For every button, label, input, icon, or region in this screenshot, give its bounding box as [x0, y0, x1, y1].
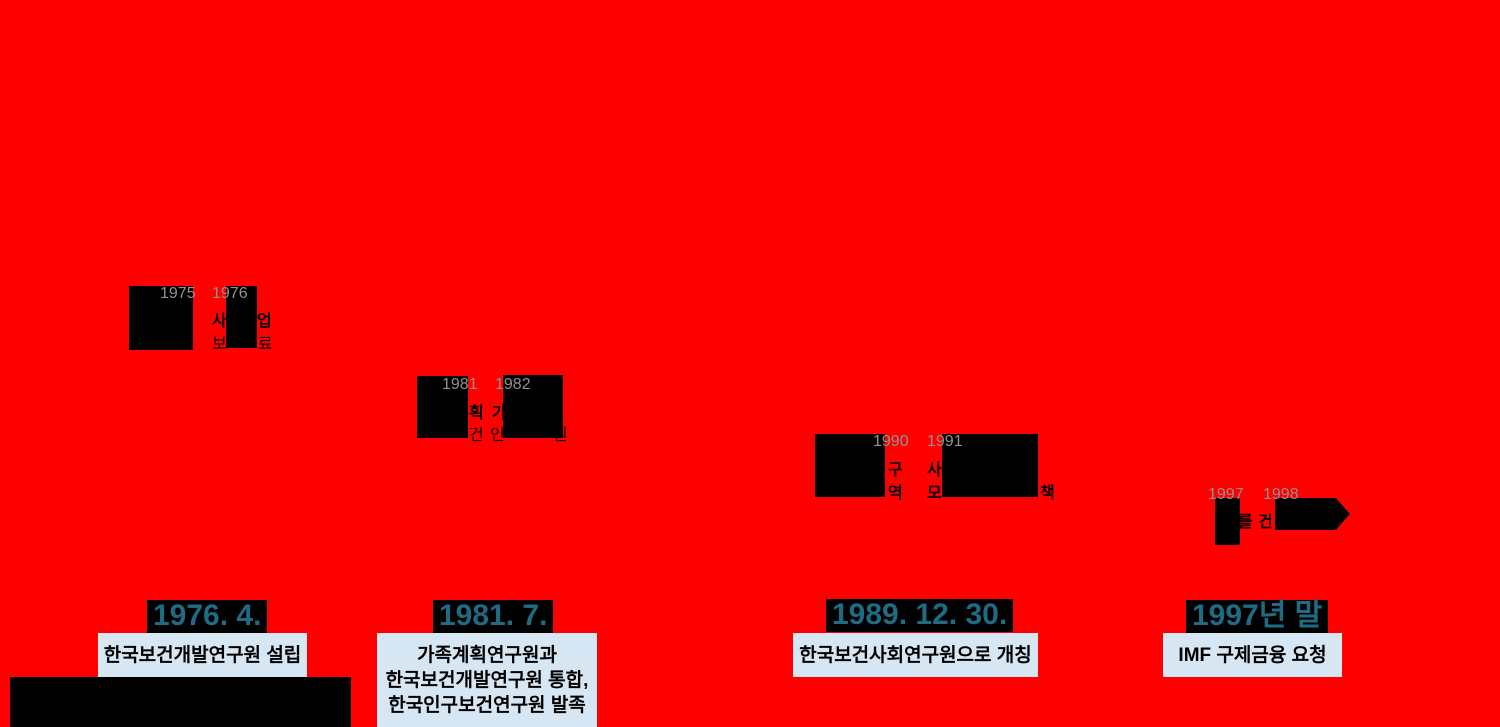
redaction-box-bottom [10, 677, 351, 727]
event-text-fragment: 료 [258, 336, 273, 353]
event-text-fragment: 구 [888, 462, 903, 479]
milestone-label-line: IMF 구제금융 요청 [1178, 644, 1327, 666]
year-label: 1990 [873, 433, 909, 450]
redaction-box [417, 376, 468, 438]
redaction-box [942, 434, 1038, 497]
milestone-label: 한국보건개발연구원 설립 [98, 633, 307, 677]
event-text-fragment: 사 [212, 313, 227, 330]
event-text-fragment: 책 [1040, 485, 1055, 502]
milestone-date: 1976. 4. [147, 600, 268, 633]
milestone-date: 1981. 7. [433, 600, 554, 633]
redaction-box [226, 286, 257, 348]
event-text-fragment: 건 [469, 427, 484, 444]
milestone-label-line: 한국보건사회연구원으로 개칭 [799, 644, 1032, 666]
milestone-label: IMF 구제금융 요청 [1163, 633, 1342, 677]
redaction-box [1215, 498, 1240, 545]
milestone-label-line: 한국보건개발연구원 설립 [103, 644, 302, 666]
event-text-fragment: 획 [469, 405, 484, 422]
redaction-box [815, 434, 885, 497]
event-text-fragment: 사 [927, 462, 942, 479]
event-text-fragment: 를 [1238, 514, 1253, 531]
arrow-right-shape [1275, 498, 1350, 530]
event-text-fragment: 건 [1258, 514, 1273, 531]
event-text-fragment: 보 [212, 336, 227, 353]
event-text-fragment: 업 [257, 313, 272, 330]
redaction-box [503, 375, 563, 438]
year-label: 1998 [1263, 486, 1299, 503]
milestone-label-line: 한국인구보건연구원 발족 [388, 695, 586, 716]
milestone-date: 1989. 12. 30. [826, 599, 1014, 632]
redaction-box [129, 286, 193, 350]
milestone-label-line: 한국보건개발연구원 통합, [385, 670, 589, 691]
year-label: 1991 [927, 433, 963, 450]
event-text-fragment: 모 [927, 485, 942, 502]
milestone-label: 가족계획연구원과 한국보건개발연구원 통합, 한국인구보건연구원 발족 [377, 633, 597, 727]
milestone-date: 1997년 말 [1186, 600, 1329, 633]
year-label: 1976 [212, 285, 248, 302]
year-label: 1975 [160, 285, 196, 302]
year-label: 1997 [1208, 486, 1244, 503]
event-text-fragment: 인 [490, 427, 505, 444]
milestone-label: 한국보건사회연구원으로 개칭 [793, 633, 1038, 677]
year-label: 1982 [495, 376, 531, 393]
event-text-fragment: 역 [888, 485, 903, 502]
milestone-label-line: 가족계획연구원과 [417, 645, 557, 666]
year-label: 1981 [442, 376, 478, 393]
